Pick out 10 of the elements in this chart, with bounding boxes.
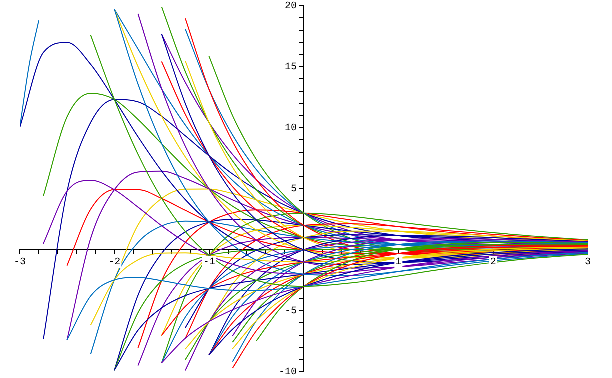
y-tick-label: 15 <box>284 62 297 74</box>
x-tick-label: -1 <box>203 258 216 269</box>
y-tick-label: 10 <box>284 124 297 135</box>
y-tick-label: 5 <box>290 184 297 196</box>
x-tick-label: -3 <box>14 258 26 269</box>
y-tick-label: -10 <box>278 368 297 378</box>
x-tick-label: 3 <box>584 258 592 269</box>
y-tick-label: -5 <box>284 306 297 318</box>
x-tick-label: -2 <box>108 258 121 269</box>
y-tick-label: 20 <box>284 2 297 13</box>
